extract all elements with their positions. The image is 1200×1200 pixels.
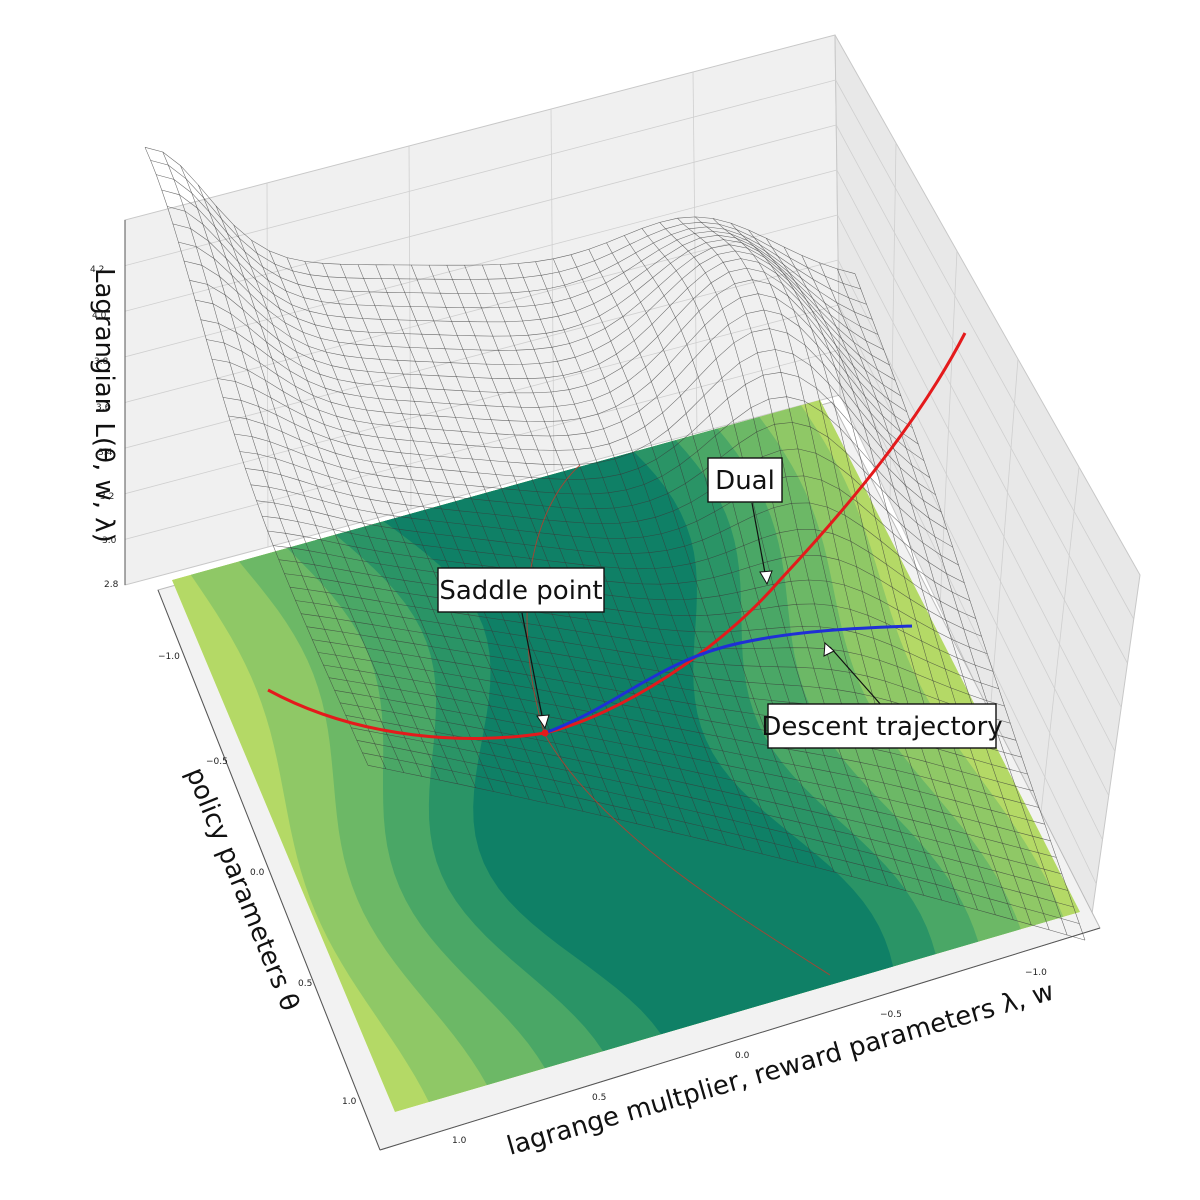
pane-gridline [124,79,836,267]
wireframe-line [217,328,930,478]
wireframe-line [222,349,936,495]
wireframe-line [161,189,873,320]
z-tick-label: 4.2 [90,265,104,275]
annotation-descent-trajectory: Descent trajectory [761,703,1003,749]
annotation-arrow-descent [823,641,883,707]
pane-gridline [989,358,1019,715]
pane-gridline [939,250,958,609]
pane-gridline [408,145,412,510]
annotation-saddle-point: Saddle point [437,567,605,613]
annotation-descent-trajectory-text: Descent trajectory [761,712,1002,742]
z-tick-label: 3.2 [100,492,114,502]
saddle-point-marker [541,729,549,737]
wireframe-line [156,174,867,305]
wireframe-line [250,475,965,584]
y-axis-spine [157,589,381,1151]
pane-gridline [124,304,839,495]
wireframe-line [245,448,959,566]
wireframe-line [278,559,994,672]
y-tick-label: 1.0 [342,1097,357,1107]
x-tick-label: 0.5 [592,1093,606,1103]
pane-gridline [266,182,269,548]
z-axis-title: Lagrangian L(θ, w, λ) [89,268,119,543]
pane-gridline [124,169,837,358]
annotation-dual: Dual [707,457,783,503]
y-tick-label: 0.0 [250,868,265,878]
wireframe-line [334,690,1051,842]
wireframe-surface [144,147,1086,941]
annotation-arrow-saddle [521,612,550,730]
z-tick-label: 3.0 [102,536,117,546]
wireframe-line [189,258,902,397]
pane-gridline [692,71,698,434]
wireframe-line [340,702,1057,858]
x-tick-label: 1.0 [452,1136,467,1146]
y-ticks: −1.0 −0.5 0.0 0.5 1.0 [158,652,357,1107]
wireframe-line [172,223,884,350]
wireframe-line [211,309,925,461]
wireframe-line [289,586,1005,707]
pane-gridline [837,214,1116,752]
wireframe-line [206,293,919,445]
y-tick-label: −0.5 [206,757,228,767]
wireframe-line [351,727,1068,891]
y-tick-label: 0.5 [298,979,312,989]
pane-gridline [550,108,555,472]
wireframe-line [273,545,988,655]
x-tick-label: −0.5 [880,1010,902,1020]
wireframe-line [295,600,1011,724]
wireframe-line [183,250,896,381]
wireframe-line [301,613,1017,741]
pane-gridline [835,124,1128,664]
annotation-saddle-point-text: Saddle point [439,576,602,606]
x-axis-spine [379,927,1101,1151]
z-tick-label: 2.8 [104,580,119,590]
pane-gridline [124,259,839,449]
wireframe-line [228,372,942,513]
pane-gridline [889,142,897,502]
x-ticks: −1.0 −0.5 0.0 0.5 1.0 [452,968,1047,1146]
annotation-dual-text: Dual [715,466,775,496]
wireframe-line [200,279,913,429]
wireframe-line [362,752,1080,924]
y-tick-label: −1.0 [158,652,180,662]
pane-gridline [124,124,837,312]
wireframe-line [234,396,948,530]
wireframe-line [239,422,953,548]
wireframe-line [167,206,879,335]
wireframe-line [367,765,1086,941]
series-line-descent-trajectory [544,624,913,735]
wireframe-line [317,652,1034,792]
wireframe-line [256,500,971,601]
pane-gridline [838,304,1103,840]
wireframe-line [267,530,982,637]
wireframe-line [356,740,1074,908]
wireframe-line [323,664,1040,808]
pane-gridline [835,79,1135,620]
pane-gridline [1039,466,1080,822]
wireframe-line [178,241,890,366]
z-tick-label: 3.6 [96,403,111,413]
x-tick-label: 0.0 [735,1051,750,1061]
wireframe-line [262,515,976,619]
z-tick-label: 3.4 [98,448,113,458]
annotation-arrow-dual [751,502,773,586]
pane-gridline [839,349,1097,885]
x-tick-label: −1.0 [1025,968,1047,978]
wireframe-line [195,267,907,413]
wireframe-line [150,160,861,290]
pane-gridline [124,214,838,403]
wireframe-line [144,147,856,274]
series-line-dual [267,332,967,740]
wireframe-line [284,573,999,690]
z-ticks: 2.8 3.0 3.2 3.4 3.6 3.8 4.0 4.2 [90,265,119,590]
z-tick-label: 4.0 [92,311,107,321]
pane-gridline [124,349,840,540]
z-tick-label: 3.8 [94,357,109,367]
wireframe-line [328,677,1045,825]
pane-gridline [836,169,1122,708]
pane-grid [124,71,1135,885]
